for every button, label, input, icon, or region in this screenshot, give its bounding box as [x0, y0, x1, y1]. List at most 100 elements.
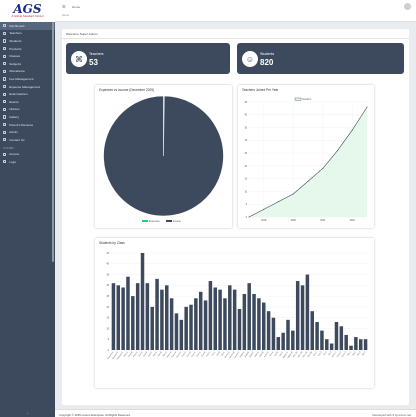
x-tick-label: ICS-1: [313, 351, 318, 357]
sidebar-item-admin[interactable]: Admin: [0, 128, 55, 136]
y-tick-label: 45: [106, 253, 109, 255]
sidebar-item-access[interactable]: Access: [0, 151, 55, 159]
sidebar-item-parent-s-reviews[interactable]: Parent's Reviews: [0, 121, 55, 129]
bar: [126, 276, 130, 350]
sidebar-item-label: Examinations: [9, 92, 28, 97]
x-tick-label: ICS-2: [318, 351, 323, 357]
sidebar-item-label: Students: [9, 38, 22, 43]
bar: [300, 285, 305, 350]
teachers-card[interactable]: ⌘ Teachers 53: [66, 43, 230, 74]
menu-item-icon: [3, 54, 7, 58]
sidebar-item-label: Subjects: [9, 61, 22, 66]
bar: [203, 300, 208, 350]
x-tick-label: Matric-B: [287, 350, 294, 358]
y-tick-label: 15: [244, 179, 247, 181]
x-tick-label: Three-A: [166, 350, 173, 358]
x-tick-label: Six-B: [217, 351, 222, 357]
bar: [358, 339, 363, 350]
x-tick-label: ICom-3: [342, 351, 348, 358]
sidebar-item-label: Classes: [9, 54, 21, 59]
students-card[interactable]: ☺ Students 820: [237, 43, 404, 74]
y-tick-label: 35: [106, 274, 109, 276]
legend-swatch: [142, 220, 148, 222]
sidebar-item-subjects[interactable]: Subjects: [0, 60, 55, 68]
bar: [276, 337, 281, 350]
x-tick-label: One-C: [148, 351, 153, 357]
menu-item-icon: [3, 130, 7, 134]
data-point: [292, 193, 294, 195]
sidebar-item-expense-management[interactable]: Expense Management: [0, 83, 55, 91]
sidebar-item-notices[interactable]: Notices: [0, 106, 55, 114]
sidebar-item-logs[interactable]: Logs: [0, 158, 55, 166]
y-tick-label: 10: [106, 328, 109, 330]
legend-swatch: [294, 97, 302, 101]
x-tick-label: 2020: [291, 220, 297, 222]
sidebar-item-label: Teachers: [9, 31, 22, 36]
developer-credit[interactable]: Developed with ♥ by lernen.net: [372, 412, 411, 417]
sidebar-item-events[interactable]: Events: [0, 98, 55, 106]
breadcrumb[interactable]: Home: [62, 14, 69, 17]
x-tick-label: Seven-B: [229, 351, 235, 359]
user-avatar[interactable]: [404, 3, 411, 10]
menu-item-icon: [3, 84, 7, 89]
menu-item-icon: [3, 46, 7, 51]
collapse-sidebar-icon[interactable]: ‹: [27, 411, 28, 415]
x-tick-label: Eight-C: [249, 350, 256, 358]
sidebar-item-students[interactable]: Students: [0, 37, 55, 45]
home-link[interactable]: Home: [72, 4, 81, 9]
y-tick-label: 0: [246, 217, 248, 219]
bar: [213, 287, 218, 350]
sidebar-item-label: Attendance: [9, 69, 25, 74]
bar: [135, 283, 140, 350]
x-tick-label: Matric-A: [282, 350, 289, 358]
sidebar-item-dashboard[interactable]: Dashboard: [0, 22, 55, 30]
footer: Copyright © 2025 Lernen Enterprise. All …: [55, 409, 416, 417]
bar: [189, 304, 193, 350]
x-tick-label: ICom-1: [332, 351, 338, 358]
x-tick-label: One-B: [143, 351, 148, 357]
expenses-income-chart-card: Expenses vs Income (December 2025) Expen…: [95, 85, 232, 228]
menu-toggle-icon[interactable]: ☰: [62, 4, 66, 9]
logo[interactable]: AGS A Global Standard School: [0, 0, 55, 22]
menu-item-icon: [3, 115, 7, 119]
pie-slice-income: [103, 95, 224, 217]
menu-item-icon: [3, 31, 7, 35]
sidebar-item-attendance[interactable]: Attendance: [0, 68, 55, 76]
sidebar-item-products[interactable]: Products: [0, 45, 55, 53]
sidebar-item-label: Admin: [9, 130, 18, 135]
x-tick-label: BS-4: [362, 351, 367, 357]
x-tick-label: Ten-C: [279, 351, 284, 357]
sidebar-section-heading: SYSTEM: [3, 146, 14, 150]
data-point: [278, 201, 279, 203]
bar: [266, 311, 271, 350]
menu-item-icon: [3, 92, 7, 96]
menu-item-icon: [3, 69, 7, 73]
bar: [320, 330, 324, 350]
x-tick-label: Prep-B: [128, 351, 134, 358]
x-tick-label: Six-C: [221, 351, 226, 357]
bar: [305, 274, 310, 350]
card-value: 53: [89, 58, 98, 67]
sidebar-scrollbar[interactable]: [52, 22, 54, 262]
legend-swatch: [166, 220, 172, 222]
x-tick-label: Eight-B: [244, 350, 251, 358]
bar: [155, 278, 159, 350]
x-tick-label: Two-C: [163, 351, 168, 357]
y-tick-label: 15: [106, 318, 109, 320]
menu-item-icon: [3, 138, 7, 142]
x-tick-label: 2024: [350, 220, 356, 222]
menu-item-icon: [3, 160, 7, 164]
sidebar-item-gallery[interactable]: Gallery: [0, 113, 55, 121]
y-tick-label: 40: [244, 115, 247, 117]
sidebar-item-teachers[interactable]: Teachers: [0, 30, 55, 38]
bar: [344, 334, 348, 350]
sidebar-item-fee-management[interactable]: Fee Management: [0, 75, 55, 83]
x-tick-label: Two-B: [158, 351, 163, 357]
sidebar-item-classes[interactable]: Classes: [0, 52, 55, 60]
sidebar-item-contact-us[interactable]: Contact Us: [0, 136, 55, 144]
x-tick-label: Prep-A: [123, 350, 129, 357]
area-fill: [249, 107, 367, 217]
bar: [315, 321, 319, 350]
sidebar-item-examinations[interactable]: Examinations: [0, 90, 55, 98]
sidebar-item-label: Logs: [9, 159, 16, 164]
